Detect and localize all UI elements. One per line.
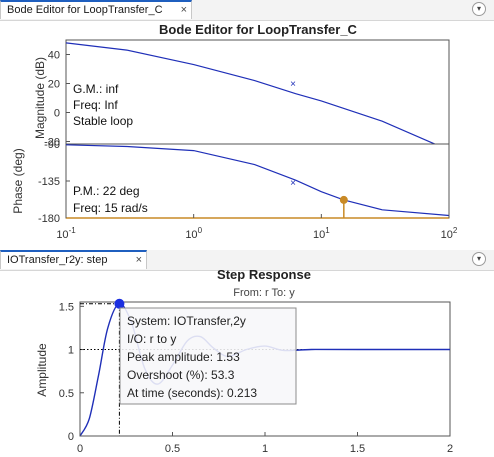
step-subtitle: From: r To: y [233, 287, 295, 299]
stability-text: Stable loop [73, 114, 133, 128]
magnitude-axes[interactable] [65, 39, 450, 157]
magnitude-tick-label: 40 [48, 50, 60, 62]
magnitude-curve[interactable] [65, 42, 450, 151]
peak-marker[interactable] [114, 298, 125, 309]
magnitude-tick-label: 20 [48, 79, 60, 91]
bode-title: Bode Editor for LoopTransfer_C [159, 22, 358, 37]
pole-marker-icon[interactable]: × [290, 178, 296, 189]
phase-tick-label: -90 [44, 139, 60, 151]
close-icon[interactable]: × [180, 4, 187, 16]
datatip-io: I/O: r to y [127, 332, 176, 346]
gm-frequency-text: Freq: Inf [73, 98, 118, 112]
bode-plot[interactable]: Bode Editor for LoopTransfer_C Magnitude… [0, 20, 494, 250]
step-plot[interactable]: Step Response From: r To: y Amplitude 1.… [0, 270, 494, 457]
pole-marker-icon[interactable]: × [290, 79, 296, 90]
phase-tick-label: -135 [38, 176, 60, 188]
chevron-down-icon[interactable]: ▾ [472, 2, 486, 16]
tab-step-response[interactable]: IOTransfer_r2y: step × [0, 250, 147, 269]
tab-bode-label: Bode Editor for LoopTransfer_C [7, 4, 163, 16]
gain-margin-text: G.M.: inf [73, 82, 119, 96]
step-y-tick-label: 0 [68, 431, 74, 443]
step-y-tick-label: 0.5 [59, 388, 74, 400]
tab-step-label: IOTransfer_r2y: step [7, 254, 108, 266]
step-x-tick-label: 1 [262, 443, 268, 455]
step-x-tick-label: 1.5 [350, 443, 365, 455]
step-ylabel: Amplitude [35, 343, 49, 397]
chevron-down-icon[interactable]: ▾ [472, 252, 486, 266]
step-y-tick-label: 1.5 [59, 301, 74, 313]
pm-frequency-text: Freq: 15 rad/s [73, 201, 148, 215]
phase-tick-label: -180 [38, 213, 60, 225]
magnitude-tick-label: 0 [54, 108, 60, 120]
bode-x-tick-label: 101 [313, 226, 330, 241]
datatip-peak: Peak amplitude: 1.53 [127, 350, 240, 364]
phase-ylabel: Phase (deg) [11, 148, 25, 213]
phase-margin-dot[interactable] [339, 195, 348, 204]
bode-x-tick-label: 100 [185, 226, 202, 241]
datatip-system: System: IOTransfer,2y [127, 314, 246, 328]
step-x-tick-label: 2 [447, 443, 453, 455]
bode-x-tick-label: 10-1 [56, 226, 76, 241]
step-title: Step Response [217, 270, 311, 282]
datatip-time: At time (seconds): 0.213 [127, 386, 257, 400]
phase-margin-marker[interactable] [66, 195, 449, 219]
magnitude-tick-label: -20 [44, 137, 60, 149]
phase-curve[interactable] [65, 144, 450, 217]
bode-tab-bar: Bode Editor for LoopTransfer_C × ▾ [0, 0, 494, 21]
step-x-tick-label: 0 [77, 443, 83, 455]
tab-bode-editor[interactable]: Bode Editor for LoopTransfer_C × [0, 0, 192, 19]
phase-margin-text: P.M.: 22 deg [73, 184, 140, 198]
close-icon[interactable]: × [135, 254, 142, 266]
step-y-tick-label: 1 [68, 345, 74, 357]
step-tab-bar: IOTransfer_r2y: step × ▾ [0, 250, 494, 271]
step-x-tick-label: 0.5 [165, 443, 180, 455]
phase-axes[interactable] [65, 143, 450, 219]
datatip[interactable]: System: IOTransfer,2y I/O: r to y Peak a… [119, 307, 297, 405]
magnitude-ylabel: Magnitude (dB) [33, 57, 47, 139]
bode-x-tick-label: 102 [441, 226, 458, 241]
datatip-overshoot: Overshoot (%): 53.3 [127, 368, 235, 382]
